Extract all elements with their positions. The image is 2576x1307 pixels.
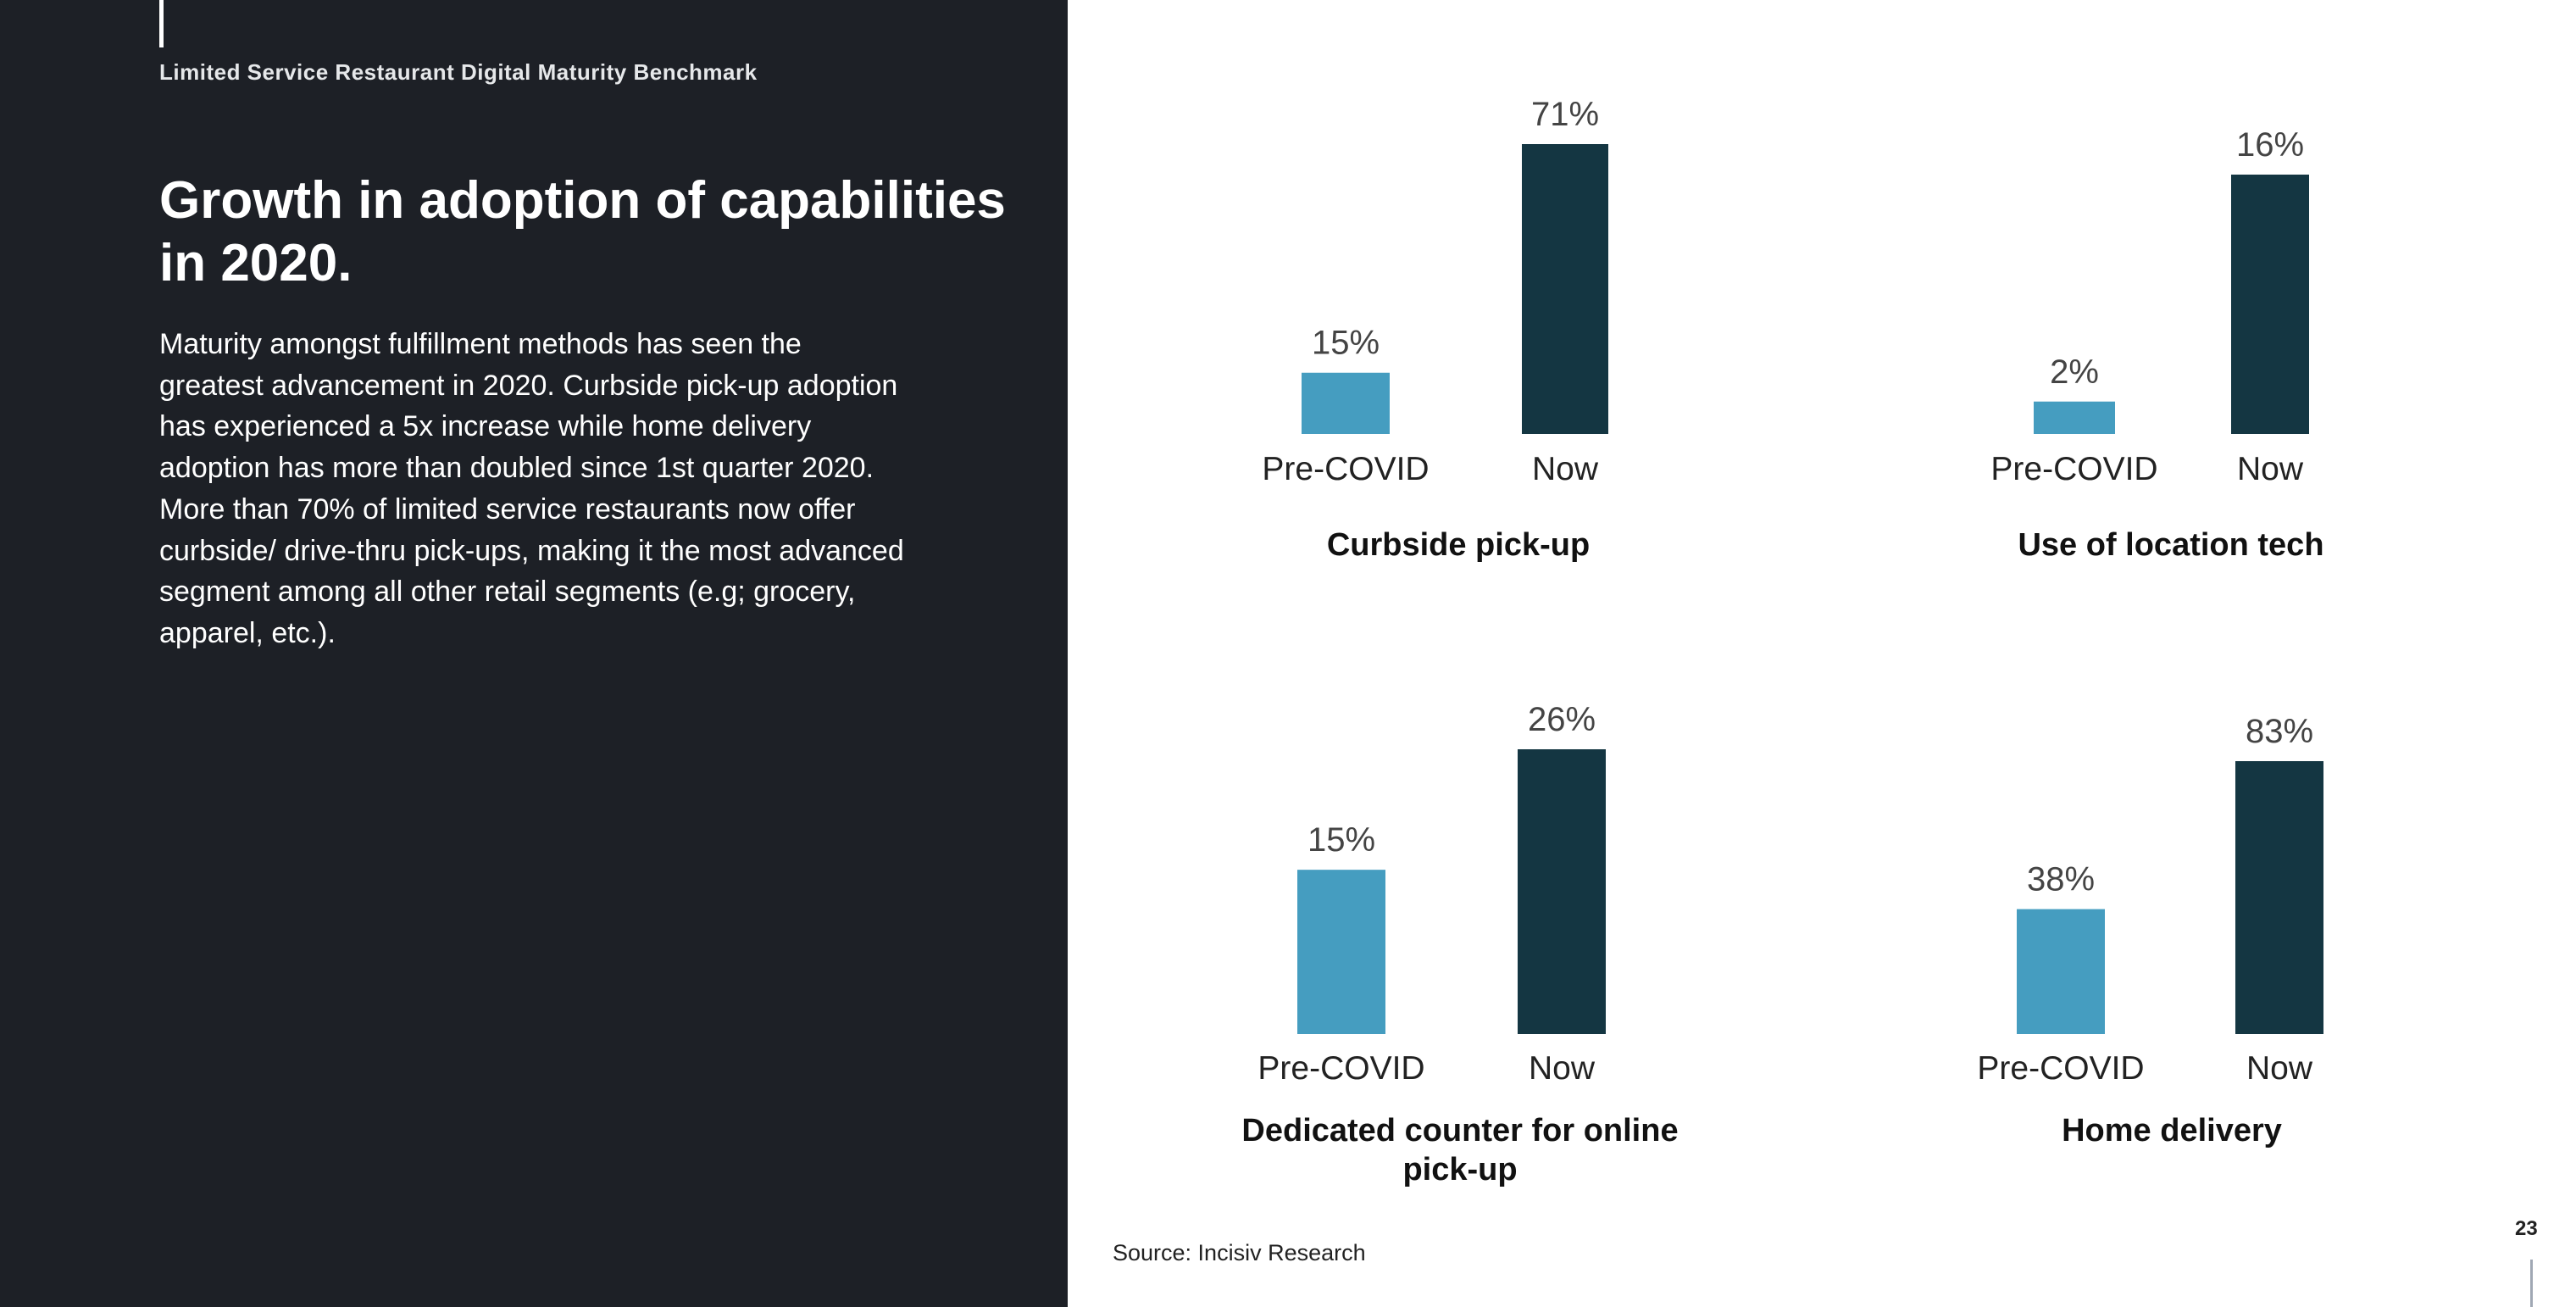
data-label: 15% bbox=[1307, 821, 1375, 859]
bar-charts: 15% Pre-COVID 71% Now Curbside pick-up 2% Pre-… bbox=[1241, 96, 2323, 1187]
data-label: 2% bbox=[2050, 353, 2099, 391]
bar-pre-covid bbox=[1297, 870, 1385, 1034]
category-label: Now bbox=[2237, 451, 2304, 487]
top-accent-rule bbox=[159, 0, 164, 47]
bar-pre-covid bbox=[1302, 372, 1390, 434]
bar-now bbox=[2235, 761, 2323, 1034]
bar-now bbox=[2231, 175, 2309, 434]
category-label: Pre-COVID bbox=[1257, 1050, 1424, 1087]
chart-title: Curbside pick-up bbox=[1327, 527, 1590, 563]
left-panel: Limited Service Restaurant Digital Matur… bbox=[0, 0, 1068, 1307]
chart-title: Dedicated counter for online bbox=[1241, 1113, 1678, 1148]
page-title: Growth in adoption of capabilities in 20… bbox=[159, 171, 1006, 292]
category-label: Now bbox=[1529, 1050, 1596, 1087]
bar-now bbox=[1522, 144, 1608, 434]
category-label: Pre-COVID bbox=[1990, 451, 2157, 487]
data-label: 71% bbox=[1531, 96, 1599, 133]
chart-title: Use of location tech bbox=[2018, 527, 2323, 563]
category-label: Pre-COVID bbox=[1977, 1050, 2144, 1087]
data-label: 83% bbox=[2246, 713, 2313, 750]
data-label: 38% bbox=[2027, 861, 2095, 898]
bar-pre-covid bbox=[2034, 401, 2115, 434]
chart-title: Home delivery bbox=[2062, 1113, 2282, 1148]
category-label: Pre-COVID bbox=[1262, 451, 1429, 487]
charts-area: 15% Pre-COVID 71% Now Curbside pick-up 2% Pre-… bbox=[1068, 0, 2576, 1307]
bar-now bbox=[1518, 749, 1606, 1034]
data-label: 26% bbox=[1528, 701, 1596, 738]
source-note: Source: Incisiv Research bbox=[1113, 1240, 1366, 1265]
chart-title: pick-up bbox=[1402, 1152, 1517, 1187]
report-header: Limited Service Restaurant Digital Matur… bbox=[159, 59, 758, 85]
page-number: 23 bbox=[2515, 1217, 2538, 1240]
body-paragraph: Maturity amongst fulfillment methods has… bbox=[159, 328, 904, 649]
category-label: Now bbox=[1532, 451, 1599, 487]
bar-pre-covid bbox=[2017, 909, 2105, 1034]
bottom-accent-rule bbox=[2530, 1260, 2533, 1307]
data-label: 16% bbox=[2236, 126, 2304, 164]
data-label: 15% bbox=[1312, 325, 1380, 362]
category-label: Now bbox=[2246, 1050, 2313, 1087]
